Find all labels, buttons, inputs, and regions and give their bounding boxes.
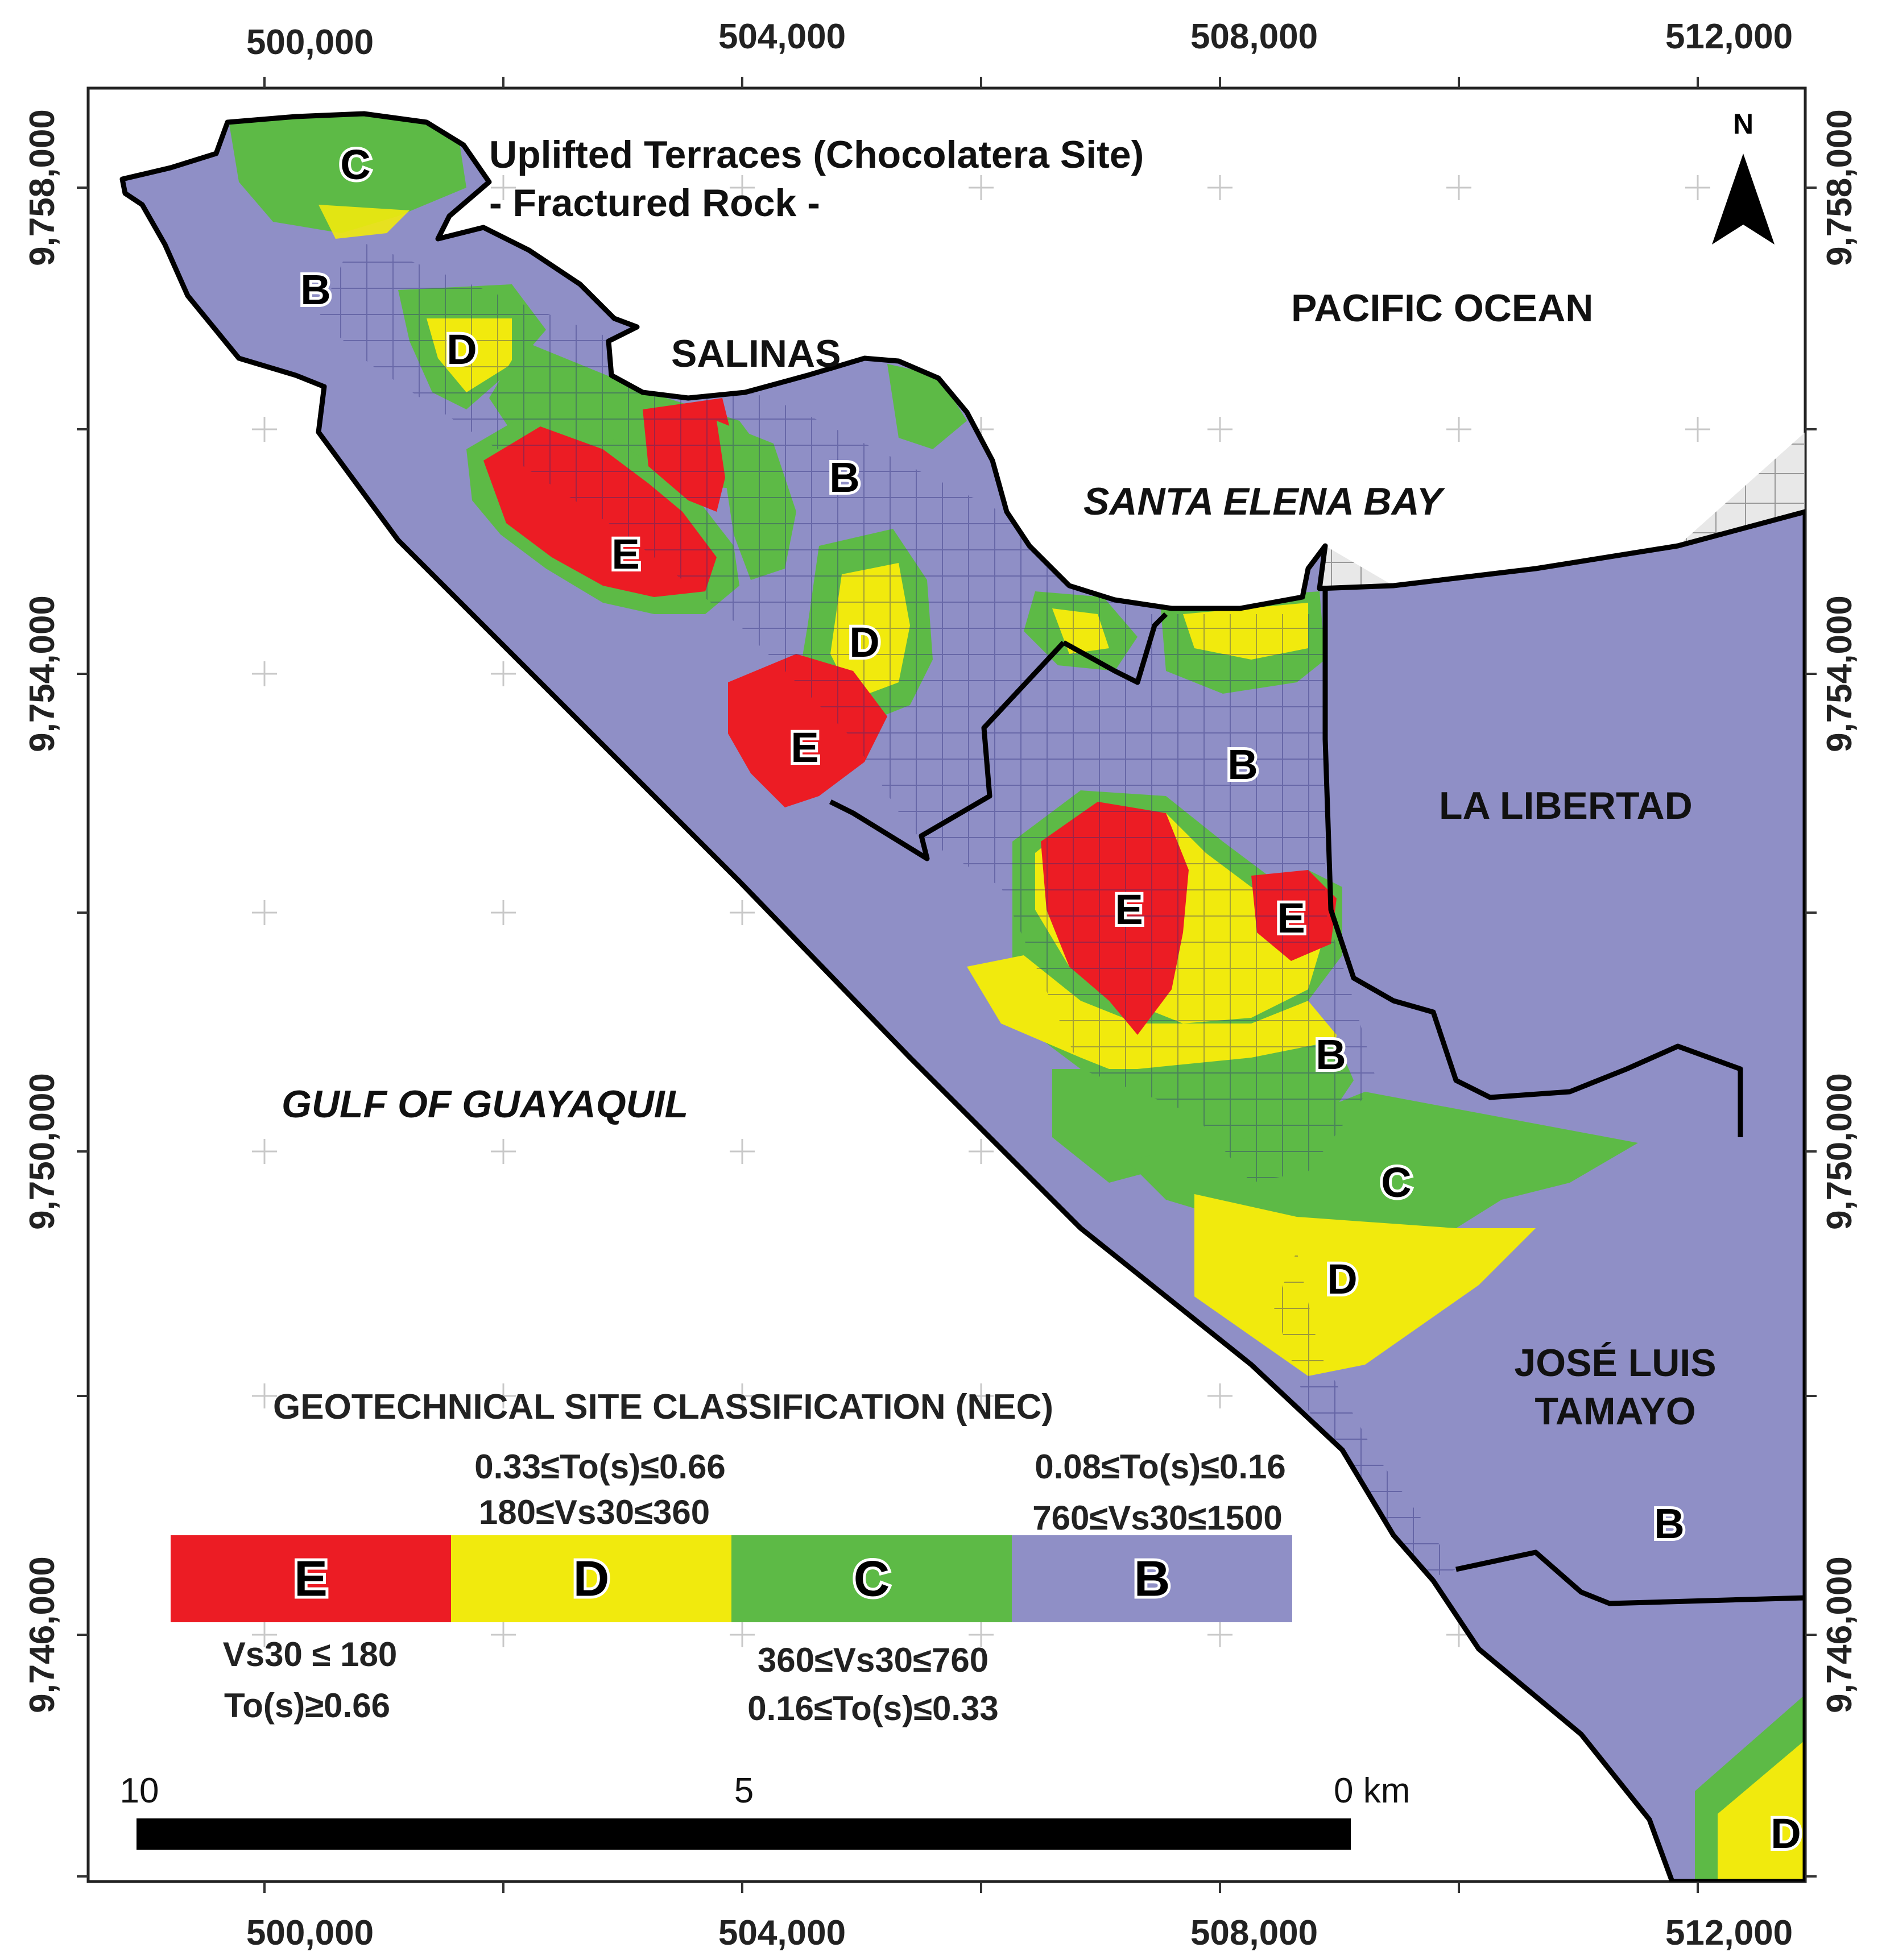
legend-class-label: B bbox=[1134, 1551, 1171, 1607]
easting-labels-bottom: 500,000 504,000 508,000 512,000 bbox=[246, 1913, 1793, 1953]
legend-class-label: E bbox=[294, 1551, 328, 1607]
easting-label: 504,000 bbox=[718, 1913, 846, 1953]
map-title-line1: Uplifted Terraces (Chocolatera Site) bbox=[489, 133, 1144, 176]
scale-label-mid: 5 bbox=[734, 1771, 754, 1810]
easting-label: 500,000 bbox=[246, 1913, 374, 1953]
easting-label: 504,000 bbox=[718, 17, 846, 56]
zone-label: B bbox=[300, 266, 330, 313]
easting-label: 500,000 bbox=[246, 23, 374, 62]
northing-label: 9,758,000 bbox=[1820, 109, 1859, 266]
scale-bar: 10 5 0 km bbox=[120, 1771, 1410, 1850]
legend-swatch-c bbox=[731, 1535, 1012, 1622]
zone-label: D bbox=[1771, 1810, 1801, 1857]
easting-label: 508,000 bbox=[1190, 17, 1318, 56]
zone-label: D bbox=[446, 326, 477, 373]
scale-label-left: 10 bbox=[120, 1771, 159, 1810]
northing-labels-left: 9,758,000 9,754,000 9,750,000 9,746,000 bbox=[23, 109, 62, 1713]
easting-labels-top: 500,000 504,000 508,000 512,000 bbox=[246, 17, 1793, 62]
northing-label: 9,758,000 bbox=[23, 109, 62, 266]
water-pacific: PACIFIC OCEAN bbox=[1291, 287, 1593, 330]
zone-label: E bbox=[611, 531, 639, 578]
place-la-libertad: LA LIBERTAD bbox=[1439, 784, 1693, 827]
water-gulf: GULF OF GUAYAQUIL bbox=[282, 1083, 688, 1126]
zone-label: E bbox=[791, 724, 818, 771]
legend-d-vs: 180≤Vs30≤360 bbox=[479, 1493, 710, 1531]
zone-label: B bbox=[1654, 1500, 1684, 1547]
zone-label: D bbox=[1327, 1255, 1357, 1303]
northing-labels-right: 9,758,000 9,754,000 9,750,000 9,746,000 bbox=[1820, 109, 1859, 1713]
zone-label: B bbox=[1316, 1031, 1346, 1078]
legend-d-to: 0.33≤To(s)≤0.66 bbox=[474, 1448, 726, 1486]
legend-swatch-b bbox=[1012, 1535, 1292, 1622]
legend-class-label: C bbox=[854, 1551, 890, 1607]
zone-label: C bbox=[340, 141, 370, 188]
coastline-boundaries bbox=[122, 114, 1805, 1882]
northing-label: 9,750,000 bbox=[23, 1073, 62, 1230]
legend-title: GEOTECHNICAL SITE CLASSIFICATION (NEC) bbox=[273, 1387, 1053, 1427]
easting-label: 508,000 bbox=[1190, 1913, 1318, 1953]
zone-label: C bbox=[1381, 1159, 1411, 1206]
legend: GEOTECHNICAL SITE CLASSIFICATION (NEC) 0… bbox=[171, 1387, 1292, 1727]
northing-label: 9,746,000 bbox=[23, 1556, 62, 1713]
legend-c-to: 0.16≤To(s)≤0.33 bbox=[747, 1689, 999, 1727]
scale-bar-rect bbox=[137, 1818, 1351, 1850]
legend-b-vs: 760≤Vs30≤1500 bbox=[1032, 1499, 1283, 1537]
place-salinas: SALINAS bbox=[671, 332, 841, 375]
legend-swatch-d bbox=[451, 1535, 731, 1622]
legend-class-label: D bbox=[573, 1551, 610, 1607]
zone-label: B bbox=[1227, 741, 1258, 788]
legend-e-vs: Vs30 ≤ 180 bbox=[223, 1635, 398, 1673]
northing-label: 9,746,000 bbox=[1820, 1556, 1859, 1713]
northing-label: 9,754,000 bbox=[1820, 595, 1859, 752]
northing-label: 9,754,000 bbox=[23, 595, 62, 752]
zone-labels: C B D E B D E B E E B C D B D bbox=[297, 138, 1804, 1860]
place-tamayo-line2: TAMAYO bbox=[1535, 1390, 1695, 1433]
zone-label: E bbox=[1277, 894, 1305, 942]
north-arrow-icon: N bbox=[1712, 108, 1775, 245]
zone-label: D bbox=[849, 619, 879, 666]
easting-label: 512,000 bbox=[1665, 17, 1793, 56]
map-title-line2: - Fractured Rock - bbox=[489, 181, 820, 225]
legend-e-to: To(s)≥0.66 bbox=[224, 1686, 390, 1725]
scale-label-right: 0 km bbox=[1334, 1771, 1410, 1810]
place-tamayo-line1: JOSÉ LUIS bbox=[1514, 1341, 1716, 1385]
zone-label: B bbox=[829, 454, 859, 501]
north-label: N bbox=[1733, 108, 1753, 140]
easting-label: 512,000 bbox=[1665, 1913, 1793, 1953]
legend-b-to: 0.08≤To(s)≤0.16 bbox=[1035, 1448, 1286, 1486]
legend-c-vs: 360≤Vs30≤760 bbox=[758, 1641, 989, 1679]
water-bay: SANTA ELENA BAY bbox=[1083, 480, 1446, 523]
zone-label: E bbox=[1115, 886, 1143, 933]
legend-swatch-e bbox=[171, 1535, 451, 1622]
northing-label: 9,750,000 bbox=[1820, 1073, 1859, 1230]
